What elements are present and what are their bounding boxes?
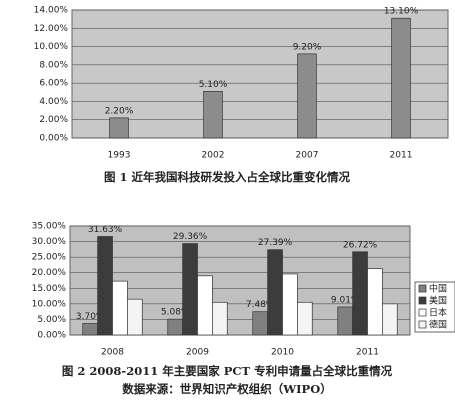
y-tick-label: 12.00% [34, 24, 69, 34]
legend-swatch [418, 308, 427, 317]
bar [197, 275, 213, 336]
value-label: 31.63% [88, 225, 123, 235]
x-tick-label: 2008 [101, 348, 124, 358]
legend-swatch [418, 320, 427, 329]
bar [212, 301, 228, 336]
y-tick-label: 0.00% [39, 134, 68, 144]
x-tick-label: 2011 [390, 151, 413, 161]
y-tick-label: 10.00% [34, 42, 69, 52]
legend-label: 日本 [429, 307, 447, 319]
plot-area [71, 9, 449, 139]
x-tick-label: 2007 [296, 151, 319, 161]
y-tick-label: 15.00% [32, 284, 67, 294]
y-tick-label: 20.00% [32, 268, 67, 278]
legend-label: 美国 [429, 295, 447, 307]
legend-swatch [418, 284, 427, 293]
bar [167, 318, 183, 336]
bar [297, 53, 317, 139]
bar [382, 303, 398, 336]
y-tick-label: 30.00% [32, 237, 67, 247]
value-label: 3.70% [76, 312, 105, 322]
value-label: 9.01% [331, 295, 360, 305]
bar [352, 251, 368, 336]
bar [112, 280, 128, 336]
y-tick-label: 4.00% [39, 97, 68, 107]
bar [391, 17, 411, 139]
y-tick-label: 6.00% [39, 79, 68, 89]
value-label: 26.72% [343, 240, 378, 250]
x-tick-label: 2009 [186, 348, 209, 358]
bar [82, 323, 98, 336]
bar [182, 243, 198, 336]
value-label: 7.48% [246, 300, 275, 310]
legend-label: 德国 [429, 319, 447, 331]
bar [109, 117, 129, 139]
bar [267, 249, 283, 336]
bar [297, 301, 313, 336]
bar [97, 236, 113, 336]
value-label: 13.10% [384, 7, 419, 17]
x-tick-label: 2010 [271, 348, 294, 358]
value-label: 5.08% [161, 308, 190, 318]
legend-label: 中国 [429, 283, 447, 295]
caption: 图 2 2008-2011 年主要国家 PCT 专利申请量占全球比重情况 [62, 364, 393, 378]
bar [252, 311, 268, 336]
bar [282, 273, 298, 336]
y-tick-label: 14.00% [34, 6, 69, 16]
value-label: 29.36% [173, 232, 208, 242]
value-label: 2.20% [105, 106, 134, 116]
x-tick-label: 1993 [108, 151, 131, 161]
y-tick-label: 35.00% [32, 222, 67, 232]
y-tick-label: 5.00% [37, 315, 66, 325]
source: 数据来源：世界知识产权组织（WIPO） [122, 382, 331, 396]
y-tick-label: 2.00% [39, 115, 68, 125]
bar [127, 298, 143, 336]
y-tick-label: 8.00% [39, 60, 68, 70]
bar [367, 268, 383, 336]
bar [203, 91, 223, 139]
value-label: 5.10% [199, 80, 228, 90]
x-tick-label: 2011 [356, 348, 379, 358]
legend-swatch [418, 296, 427, 305]
y-tick-label: 10.00% [32, 299, 67, 309]
y-tick-label: 25.00% [32, 253, 67, 263]
caption: 图 1 近年我国科技研发投入占全球比重变化情况 [104, 170, 351, 184]
x-tick-label: 2002 [202, 151, 225, 161]
bar [337, 306, 353, 336]
y-tick-label: 0.00% [37, 331, 66, 341]
value-label: 27.39% [258, 238, 293, 248]
value-label: 9.20% [293, 42, 322, 52]
